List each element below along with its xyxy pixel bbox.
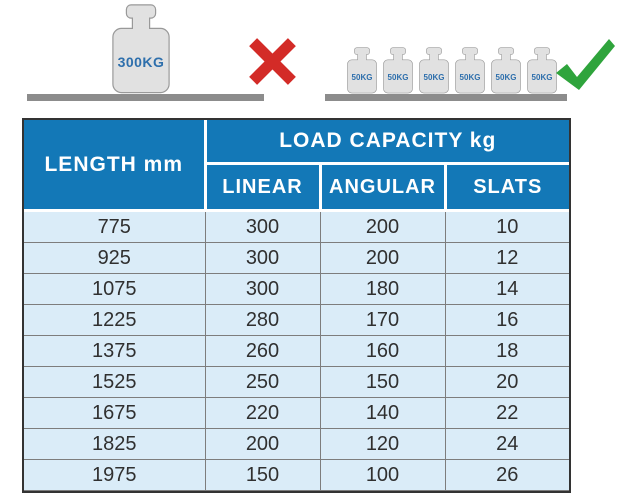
shelf-bar-right [325, 94, 567, 101]
cell-length: 775 [24, 210, 206, 243]
cell-angular: 100 [319, 459, 446, 491]
cell-linear: 150 [204, 459, 321, 491]
cell-linear: 300 [204, 242, 321, 274]
weight-50kg-label: 50KG [423, 72, 445, 82]
cell-slats: 14 [444, 273, 570, 305]
load-capacity-table: LENGTH mm LOAD CAPACITY kg LINEAR ANGULA… [22, 118, 571, 493]
cell-linear: 220 [204, 397, 321, 429]
weight-shape [347, 47, 377, 94]
table-row: 1825 200 120 24 [24, 428, 570, 460]
cell-angular: 140 [319, 397, 446, 429]
cell-slats: 26 [444, 459, 570, 491]
column-header-angular: ANGULAR [318, 162, 447, 212]
weight-50kg-label: 50KG [531, 72, 553, 82]
cell-slats: 16 [444, 304, 570, 336]
shelf-bar-left [27, 94, 264, 101]
weight-300kg-label: 300KG [117, 53, 165, 70]
column-header-load-capacity: LOAD CAPACITY kg [203, 120, 570, 165]
table-row: 925 300 200 12 [24, 242, 570, 274]
cross-icon [249, 38, 296, 85]
weight-shape [383, 47, 413, 94]
weight-50kg-label: 50KG [459, 72, 481, 82]
cell-length: 1975 [24, 459, 206, 491]
cell-slats: 12 [444, 242, 570, 274]
column-header-linear: LINEAR [203, 162, 322, 212]
cell-length: 1075 [24, 273, 206, 305]
weight-shape [527, 47, 557, 94]
weight-shape [112, 4, 170, 94]
cell-length: 1225 [24, 304, 206, 336]
cell-angular: 170 [319, 304, 446, 336]
load-distribution-illustration: 300KG [0, 0, 644, 118]
cell-length: 1825 [24, 428, 206, 460]
table-row: 1225 280 170 16 [24, 304, 570, 336]
cell-linear: 300 [204, 273, 321, 305]
weight-50kg: 50KG [383, 47, 413, 94]
correct-loading-example: 50KG [310, 0, 644, 118]
column-header-length: LENGTH mm [24, 120, 207, 212]
table-row: 1675 220 140 22 [24, 397, 570, 429]
cell-slats: 24 [444, 428, 570, 460]
weight-300kg: 300KG [112, 4, 170, 94]
weight-50kg: 50KG [455, 47, 485, 94]
cell-angular: 200 [319, 210, 446, 243]
cell-slats: 20 [444, 366, 570, 398]
weight-50kg-label: 50KG [387, 72, 409, 82]
cell-slats: 10 [444, 210, 570, 243]
weight-50kg-label: 50KG [495, 72, 517, 82]
cell-linear: 300 [204, 210, 321, 243]
weight-50kg: 50KG [419, 47, 449, 94]
table-row: 775 300 200 10 [24, 210, 570, 243]
column-header-slats: SLATS [443, 162, 570, 212]
table-row: 1525 250 150 20 [24, 366, 570, 398]
cell-length: 1375 [24, 335, 206, 367]
table-row: 1975 150 100 26 [24, 459, 570, 491]
table-row: 1375 260 160 18 [24, 335, 570, 367]
check-icon [556, 39, 615, 90]
weight-50kg: 50KG [347, 47, 377, 94]
weight-50kg: 50KG [527, 47, 557, 94]
weight-50kg: 50KG [491, 47, 521, 94]
cell-linear: 280 [204, 304, 321, 336]
cell-slats: 22 [444, 397, 570, 429]
weight-shape [491, 47, 521, 94]
cell-angular: 160 [319, 335, 446, 367]
cell-angular: 200 [319, 242, 446, 274]
cell-linear: 260 [204, 335, 321, 367]
cell-angular: 120 [319, 428, 446, 460]
cell-length: 1525 [24, 366, 206, 398]
cell-length: 1675 [24, 397, 206, 429]
cell-angular: 180 [319, 273, 446, 305]
cell-linear: 250 [204, 366, 321, 398]
weights-row: 50KG [347, 47, 557, 94]
wrong-loading-example: 300KG [0, 0, 310, 118]
weight-shape [419, 47, 449, 94]
cell-linear: 200 [204, 428, 321, 460]
cell-length: 925 [24, 242, 206, 274]
weight-shape [455, 47, 485, 94]
table-row: 1075 300 180 14 [24, 273, 570, 305]
cell-slats: 18 [444, 335, 570, 367]
weight-50kg-label: 50KG [351, 72, 373, 82]
cell-angular: 150 [319, 366, 446, 398]
